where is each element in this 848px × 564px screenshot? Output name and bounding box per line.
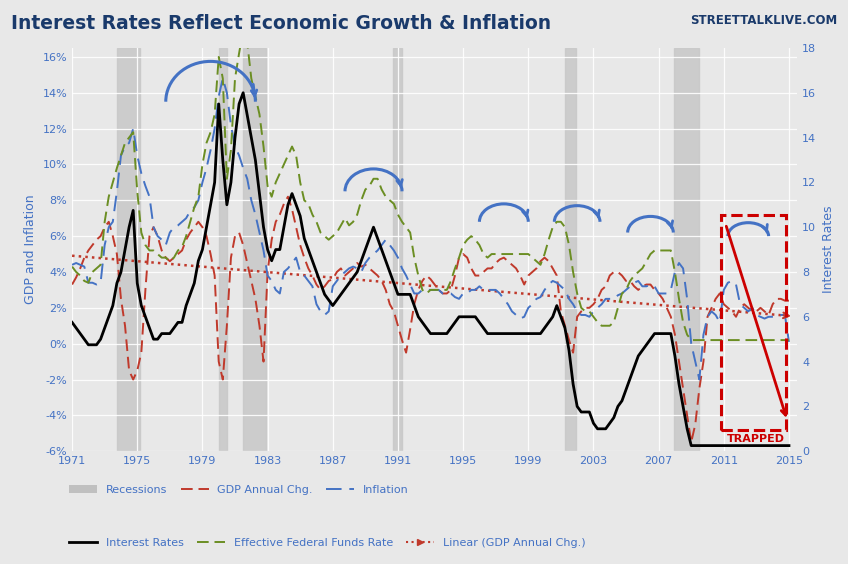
Bar	[243, 48, 266, 451]
Text: TRAPPED: TRAPPED	[727, 434, 785, 444]
Legend: Interest Rates, Effective Federal Funds Rate, Linear (GDP Annual Chg.): Interest Rates, Effective Federal Funds …	[65, 534, 590, 553]
Text: Interest Rates Reflect Economic Growth & Inflation: Interest Rates Reflect Economic Growth &…	[11, 14, 551, 33]
Bar	[117, 48, 140, 451]
Bar	[393, 48, 402, 451]
Bar	[565, 48, 576, 451]
Bar	[721, 215, 786, 430]
Bar	[673, 48, 700, 451]
Bar	[219, 48, 227, 451]
Y-axis label: GDP and Inflation: GDP and Inflation	[24, 195, 37, 305]
Y-axis label: Interest Rates: Interest Rates	[822, 206, 834, 293]
Text: STREETTALKLIVE.COM: STREETTALKLIVE.COM	[690, 14, 838, 27]
Legend: Recessions, GDP Annual Chg., Inflation: Recessions, GDP Annual Chg., Inflation	[65, 481, 413, 499]
